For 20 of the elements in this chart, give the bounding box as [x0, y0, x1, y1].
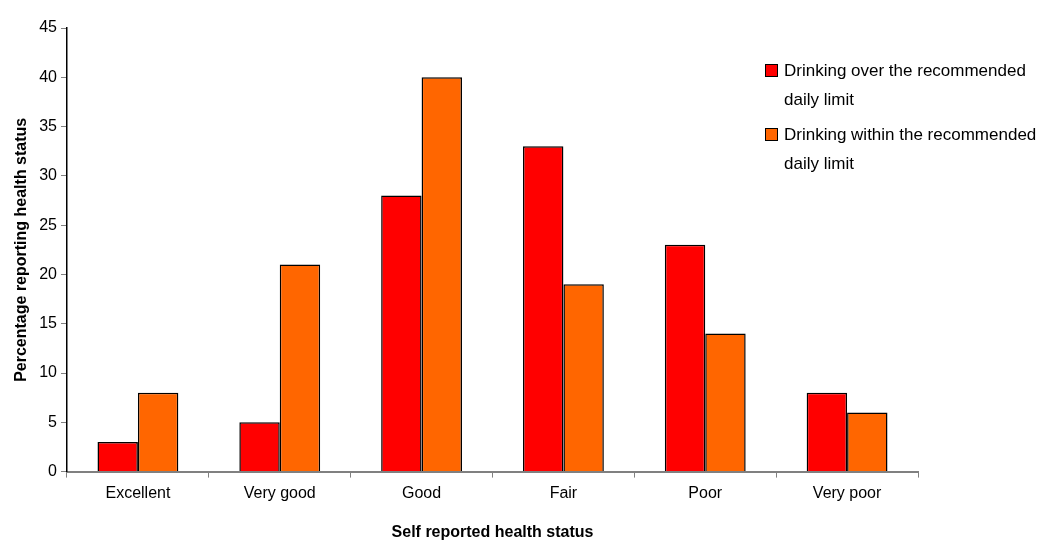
x-tick-label: Fair: [549, 483, 578, 501]
y-axis-title: Percentage reporting health status: [12, 117, 30, 382]
legend-label: Drinking over the recommended daily limit: [784, 60, 1027, 111]
x-tick-label: Very poor: [812, 483, 882, 501]
y-tick-label: 40: [39, 67, 58, 85]
y-tick-label: 10: [39, 363, 58, 381]
y-tick-label: 45: [39, 18, 58, 36]
y-tick-label: 25: [39, 215, 58, 233]
y-tick-label: 15: [39, 314, 58, 332]
x-tick-label: Poor: [688, 483, 723, 501]
legend-label: Drinking within the recommended daily limit: [784, 124, 1038, 175]
x-tick-label: Very good: [243, 483, 316, 501]
y-tick-label: 5: [48, 412, 58, 430]
x-tick-label: Excellent: [105, 483, 171, 501]
x-tick-label: Good: [402, 483, 442, 501]
y-tick-label: 20: [39, 264, 58, 282]
y-tick-label: 0: [48, 462, 58, 480]
x-axis-title: Self reported health status: [391, 522, 594, 540]
y-tick-label: 30: [39, 166, 58, 184]
y-tick-label: 35: [39, 116, 58, 134]
